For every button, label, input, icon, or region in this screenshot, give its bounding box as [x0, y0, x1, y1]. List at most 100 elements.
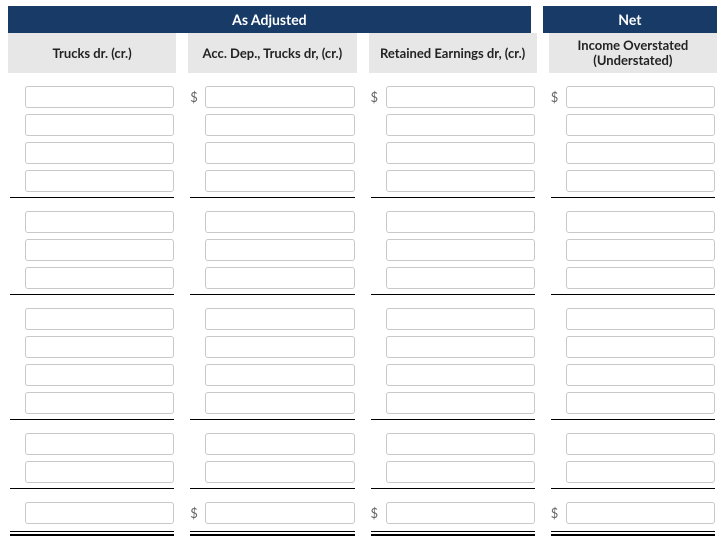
- input-row: $: [549, 83, 717, 111]
- trucks-input[interactable]: [25, 392, 174, 414]
- row-group: [8, 420, 717, 489]
- re-input[interactable]: [386, 114, 535, 136]
- ni-input[interactable]: [566, 170, 715, 192]
- ni-input[interactable]: [566, 308, 715, 330]
- column-trucks: [8, 305, 176, 420]
- ni-input[interactable]: [566, 364, 715, 386]
- trucks-input[interactable]: [25, 267, 174, 289]
- re-input[interactable]: [386, 170, 535, 192]
- acc_dep-input[interactable]: [205, 308, 354, 330]
- trucks-input[interactable]: [25, 461, 174, 483]
- ni-input[interactable]: [566, 86, 715, 108]
- input-row: [8, 264, 176, 292]
- column-re: [369, 208, 537, 295]
- re-input[interactable]: [386, 364, 535, 386]
- acc_dep-input[interactable]: [205, 211, 354, 233]
- input-row: [8, 208, 176, 236]
- subtotal-rule: [10, 294, 174, 295]
- ni-input[interactable]: [566, 336, 715, 358]
- re-input[interactable]: [386, 211, 535, 233]
- ni-input[interactable]: [566, 392, 715, 414]
- column-trucks: [8, 430, 176, 489]
- input-row: [549, 208, 717, 236]
- subtotal-rule: [190, 197, 354, 198]
- acc_dep-input[interactable]: [205, 461, 354, 483]
- column-acc_dep: [188, 305, 356, 420]
- row-group: $$$: [8, 73, 717, 198]
- re-input[interactable]: [386, 86, 535, 108]
- subtotal-rule: [190, 419, 354, 420]
- subtotal-rule: [10, 488, 174, 489]
- re-input[interactable]: [386, 461, 535, 483]
- re-input[interactable]: [386, 239, 535, 261]
- ni-total-input[interactable]: [566, 502, 715, 524]
- re-total-input[interactable]: [386, 502, 535, 524]
- total-rule: [190, 531, 354, 532]
- acc_dep-input[interactable]: [205, 142, 354, 164]
- input-row: [188, 458, 356, 486]
- input-row: [549, 236, 717, 264]
- trucks-input[interactable]: [25, 433, 174, 455]
- subtotal-rule: [551, 419, 715, 420]
- column-ni: [549, 208, 717, 295]
- input-row: [549, 458, 717, 486]
- acc_dep-input[interactable]: [205, 114, 354, 136]
- trucks-total-input[interactable]: [25, 502, 174, 524]
- input-row: [549, 430, 717, 458]
- input-row: [8, 458, 176, 486]
- ni-input[interactable]: [566, 142, 715, 164]
- input-row: [369, 167, 537, 195]
- trucks-input[interactable]: [25, 239, 174, 261]
- subtotal-rule: [551, 294, 715, 295]
- subtotal-rule: [10, 197, 174, 198]
- acc_dep-input[interactable]: [205, 364, 354, 386]
- acc_dep-input[interactable]: [205, 336, 354, 358]
- trucks-input[interactable]: [25, 336, 174, 358]
- trucks-input[interactable]: [25, 86, 174, 108]
- re-input[interactable]: [386, 142, 535, 164]
- acc_dep-input[interactable]: [205, 239, 354, 261]
- input-row: [188, 264, 356, 292]
- re-input[interactable]: [386, 267, 535, 289]
- subtotal-rule: [371, 488, 535, 489]
- acc_dep-input[interactable]: [205, 170, 354, 192]
- input-row: [549, 264, 717, 292]
- input-row: [369, 361, 537, 389]
- ni-input[interactable]: [566, 433, 715, 455]
- header-as-adjusted: As Adjusted: [8, 6, 531, 33]
- ni-input[interactable]: [566, 461, 715, 483]
- input-row: [188, 389, 356, 417]
- acc_dep-input[interactable]: [205, 267, 354, 289]
- re-input[interactable]: [386, 392, 535, 414]
- acc_dep-input[interactable]: [205, 392, 354, 414]
- trucks-input[interactable]: [25, 308, 174, 330]
- re-input[interactable]: [386, 433, 535, 455]
- trucks-input[interactable]: [25, 114, 174, 136]
- input-row: [369, 264, 537, 292]
- trucks-input[interactable]: [25, 364, 174, 386]
- currency-symbol: $: [190, 505, 199, 521]
- input-row: [8, 389, 176, 417]
- re-input[interactable]: [386, 336, 535, 358]
- ni-input[interactable]: [566, 114, 715, 136]
- ni-input[interactable]: [566, 239, 715, 261]
- input-row: [188, 430, 356, 458]
- currency-symbol: $: [551, 89, 560, 105]
- acc_dep-input[interactable]: [205, 433, 354, 455]
- acc_dep-input[interactable]: [205, 86, 354, 108]
- acc_dep-total-input[interactable]: [205, 502, 354, 524]
- input-row: [8, 139, 176, 167]
- currency-symbol: $: [371, 505, 380, 521]
- total-rule: [371, 531, 535, 532]
- trucks-input[interactable]: [25, 170, 174, 192]
- re-input[interactable]: [386, 308, 535, 330]
- total-input-row: [8, 499, 176, 527]
- ni-input[interactable]: [566, 267, 715, 289]
- input-row: [188, 236, 356, 264]
- trucks-input[interactable]: [25, 211, 174, 233]
- ni-input[interactable]: [566, 211, 715, 233]
- total-double-rule: [190, 534, 354, 536]
- input-row: [8, 83, 176, 111]
- input-row: $: [188, 83, 356, 111]
- trucks-input[interactable]: [25, 142, 174, 164]
